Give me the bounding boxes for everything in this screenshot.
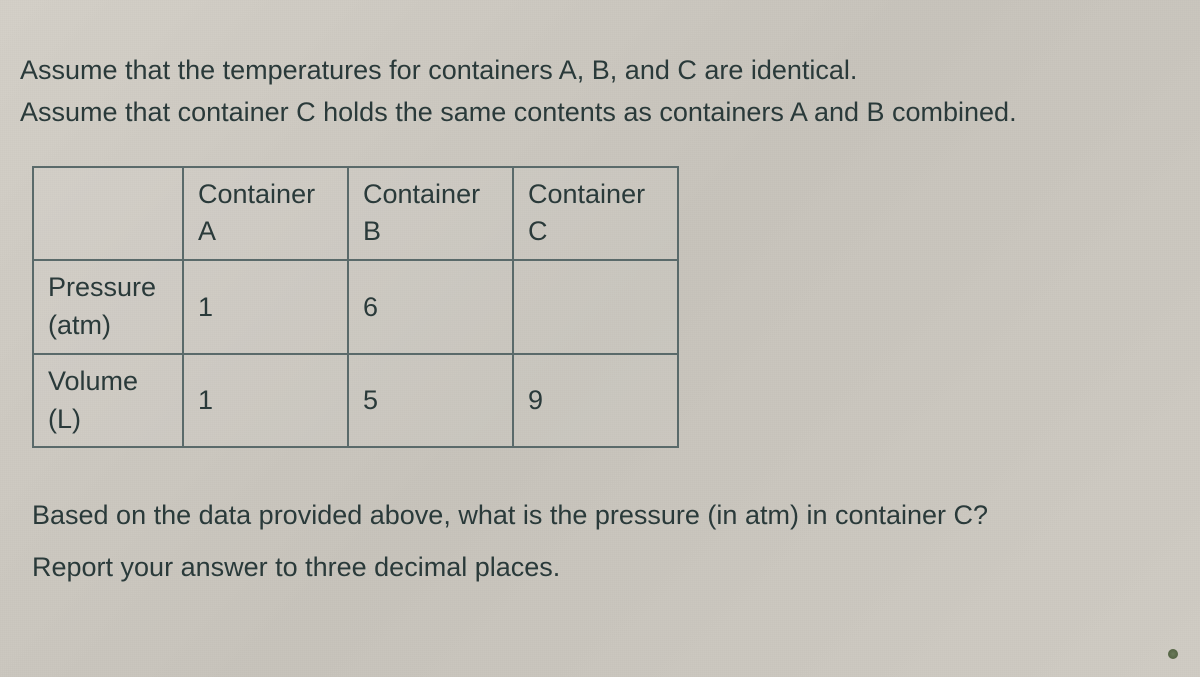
corner-cell [33,167,183,261]
col-a-sub: A [198,213,333,251]
table-row-volume: Volume (L) 1 5 9 [33,354,678,448]
problem-line-2: Assume that container C holds the same c… [20,92,1180,134]
pressure-c [513,260,678,354]
problem-line-1: Assume that the temperatures for contain… [20,50,1180,92]
col-c-sub: C [528,213,663,251]
col-header-b: Container B [348,167,513,261]
col-c-top: Container [528,179,645,209]
volume-a: 1 [183,354,348,448]
pressure-b: 6 [348,260,513,354]
question-line-2: Report your answer to three decimal plac… [32,542,1180,593]
question-line-1: Based on the data provided above, what i… [32,490,1180,541]
data-table: Container A Container B Container C [32,166,679,449]
table-header-row: Container A Container B Container C [33,167,678,261]
decorative-dot [1168,649,1178,659]
problem-container: Assume that the temperatures for contain… [20,50,1180,593]
col-b-top: Container [363,179,480,209]
pressure-label-top: Pressure [48,272,156,302]
row-header-pressure: Pressure (atm) [33,260,183,354]
volume-label-top: Volume [48,366,138,396]
row-header-volume: Volume (L) [33,354,183,448]
pressure-label-sub: (atm) [48,307,168,345]
question-block: Based on the data provided above, what i… [32,490,1180,593]
col-header-c: Container C [513,167,678,261]
col-header-a: Container A [183,167,348,261]
problem-statement: Assume that the temperatures for contain… [20,50,1180,134]
pressure-a: 1 [183,260,348,354]
table-row-pressure: Pressure (atm) 1 6 [33,260,678,354]
volume-label-sub: (L) [48,401,168,439]
volume-b: 5 [348,354,513,448]
volume-c: 9 [513,354,678,448]
col-b-sub: B [363,213,498,251]
col-a-top: Container [198,179,315,209]
